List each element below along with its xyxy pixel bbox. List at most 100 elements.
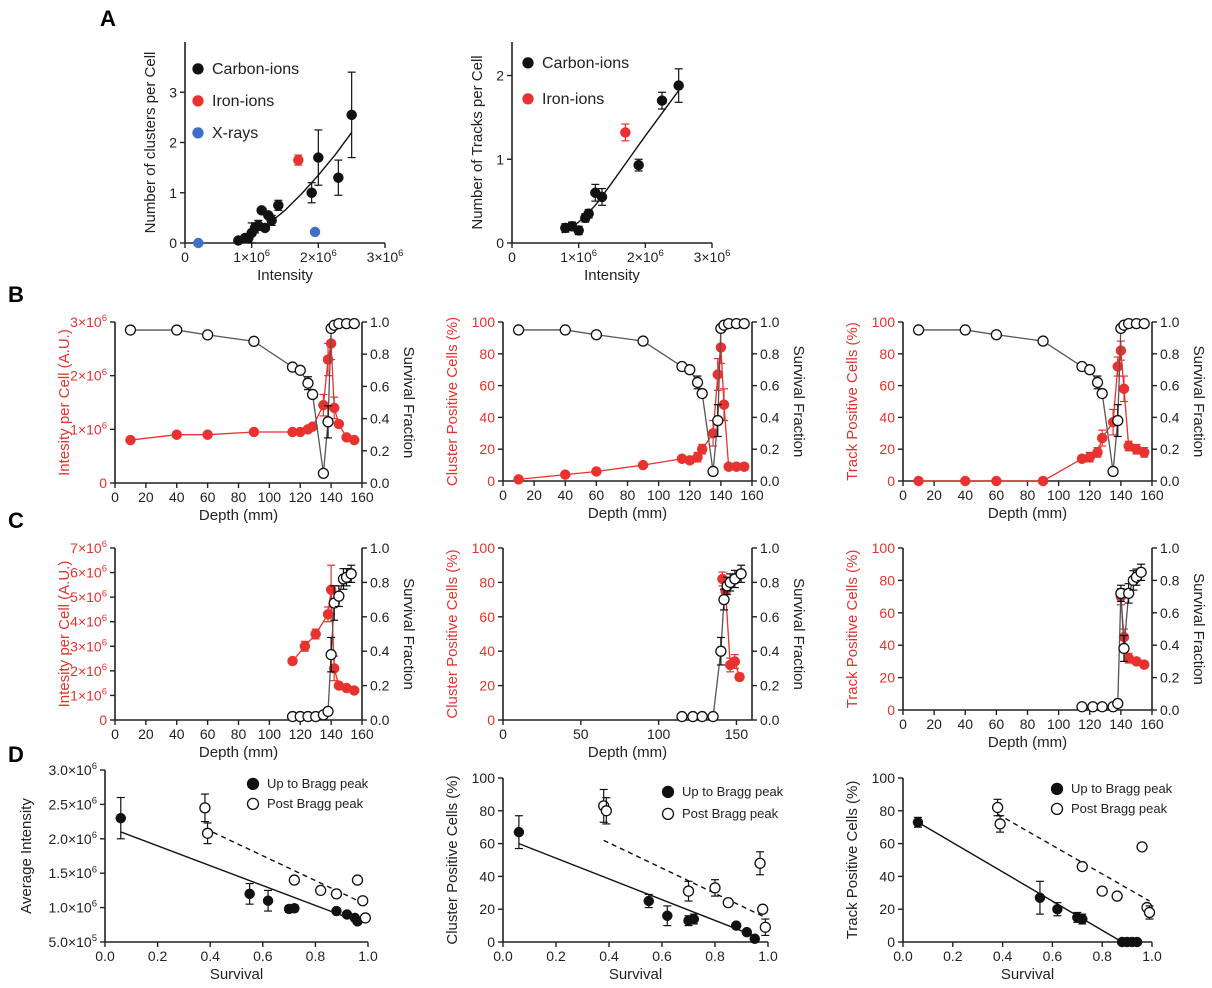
data-point: [1111, 890, 1123, 902]
y2-tick-label: 0.2: [370, 443, 390, 459]
x-tick-label: 100: [1047, 487, 1071, 503]
series-line: [681, 573, 742, 718]
x-axis-title: Depth (mm): [588, 505, 667, 522]
data-point: [1037, 475, 1049, 487]
y-tick-label: 80: [479, 803, 495, 819]
data-point: [357, 895, 369, 907]
x-tick-label: 40: [957, 716, 973, 732]
data-point: [331, 905, 342, 917]
y-tick-label: 1: [496, 151, 504, 167]
fit-line: [603, 839, 766, 919]
x-tick-label: 60: [989, 716, 1005, 732]
x-tick-label: 40: [957, 487, 973, 503]
x-tick-label: 40: [557, 487, 573, 503]
y2-tick-label: 0.8: [1160, 572, 1180, 588]
x-axis-title: Depth (mm): [199, 744, 278, 761]
y-tick-label: 5×106: [70, 588, 107, 605]
y-tick-label: 20: [879, 441, 895, 457]
chart-b2-cluster-cells-vs-depth: 0 20 40 60 80 100 120 140 160 0 20 40 60 80 100 0.0 0.2 0…: [444, 314, 807, 522]
x-tick-label: 160: [350, 489, 374, 505]
legend-marker: [192, 63, 204, 75]
x-tick-label: 0.2: [546, 948, 566, 964]
data-point: [687, 710, 699, 723]
data-point: [1096, 701, 1108, 713]
x-tick-label: 0: [499, 726, 507, 742]
y-tick-label: 2.0×106: [48, 830, 97, 847]
y-tick-label: 0: [169, 235, 177, 251]
y2-tick-label: 0.6: [370, 378, 390, 394]
data-point: [306, 388, 319, 401]
data-point: [696, 387, 708, 400]
data-point: [317, 467, 330, 479]
data-point: [1143, 906, 1156, 919]
data-point: [573, 225, 584, 236]
data-point: [637, 335, 649, 347]
data-point: [1096, 387, 1108, 400]
panel-label-c: C: [8, 508, 24, 533]
legend-marker: [246, 797, 260, 810]
x-tick-label: 0.4: [200, 948, 220, 964]
data-point: [289, 903, 300, 914]
y-tick-label: 0: [99, 475, 107, 491]
legend-label: Iron-ions: [542, 91, 604, 108]
data-point: [741, 926, 753, 938]
y-tick-label: 40: [479, 409, 495, 425]
data-point: [754, 857, 766, 869]
x-tick-label: 50: [573, 726, 589, 742]
y-tick-label: 100: [472, 770, 496, 786]
data-point: [1092, 447, 1103, 458]
x-tick-label: 20: [926, 487, 942, 503]
x-tick-label: 140: [319, 726, 343, 742]
data-point: [1084, 364, 1096, 376]
data-point: [1112, 361, 1124, 372]
legend-marker: [661, 785, 675, 798]
y-tick-label: 3×106: [70, 313, 107, 330]
data-point: [333, 418, 345, 430]
data-point: [1118, 642, 1130, 655]
x-tick-label: 120: [678, 487, 702, 503]
y-tick-label: 5.0×105: [48, 933, 97, 950]
chart-d1-intensity-vs-survival: 0.0 0.2 0.4 0.6 0.8 1.0 5.0×105 1.0×106 1.5×106 2…: [18, 761, 378, 983]
data-point: [734, 671, 745, 683]
x-tick-label: 100: [647, 726, 671, 742]
data-point: [1135, 566, 1147, 578]
data-point: [325, 648, 337, 661]
x-tick-label: 1.0: [358, 948, 378, 964]
data-point: [960, 475, 971, 487]
panel-label-a: A: [100, 6, 116, 31]
data-point: [1087, 701, 1099, 713]
legend-marker: [522, 57, 534, 69]
y2-tick-label: 0.2: [370, 678, 390, 694]
series-line: [518, 322, 745, 472]
data-point: [201, 329, 214, 341]
y-tick-label: 80: [479, 574, 495, 590]
data-point: [512, 324, 525, 336]
y-tick-label: 1×106: [70, 420, 107, 437]
x-tick-label: 0.8: [306, 948, 326, 964]
data-point: [912, 324, 925, 336]
y-tick-label: 1: [169, 185, 177, 201]
chart-b1-intensity-vs-depth: 0 20 40 60 80 100 120 140 160 0 1×106 2×106 3×106 0.0…: [56, 313, 417, 524]
y-tick-label: 40: [879, 868, 895, 884]
y-tick-label: 2: [169, 135, 177, 151]
series-line: [918, 322, 1145, 472]
fit-line: [997, 813, 1150, 902]
x-tick-label: 0.2: [943, 948, 963, 964]
x-tick-label: 150: [725, 726, 749, 742]
y-axis-title: Average Intensity: [18, 798, 35, 914]
y-tick-label: 20: [879, 670, 895, 686]
x-tick-label: 80: [1020, 716, 1036, 732]
y2-tick-label: 0.6: [760, 378, 780, 394]
y-tick-label: 0: [887, 934, 895, 950]
data-point: [1037, 335, 1049, 347]
y-tick-label: 1×106: [70, 687, 107, 704]
data-point: [294, 364, 306, 376]
y-tick-label: 0: [487, 473, 495, 489]
x-tick-label: 2×106: [627, 248, 664, 265]
data-point: [1077, 913, 1088, 925]
data-point: [202, 429, 213, 440]
x-tick-label: 0.4: [993, 948, 1013, 964]
x-tick-label: 100: [258, 726, 282, 742]
y-tick-label: 2.5×106: [48, 796, 97, 813]
x-tick-label: 0: [111, 726, 119, 742]
